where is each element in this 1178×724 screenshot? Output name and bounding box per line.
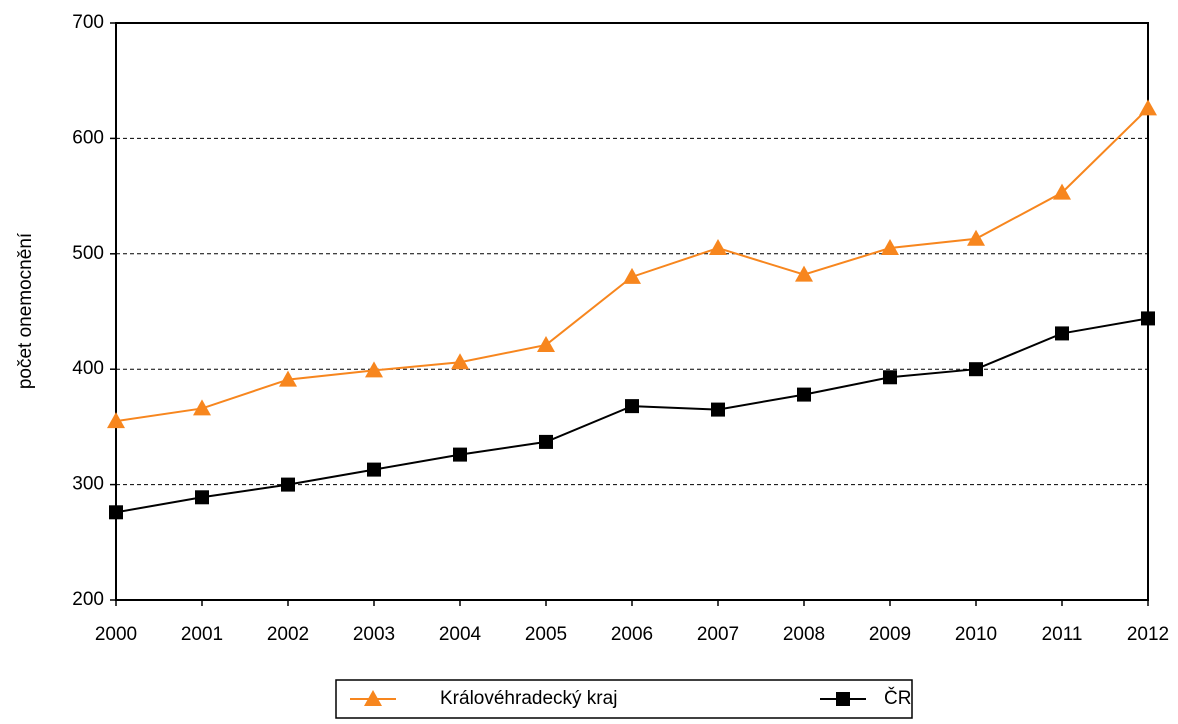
point <box>623 267 641 284</box>
y-tick-label: 200 <box>72 589 104 610</box>
point <box>1055 326 1069 341</box>
legend-label: Královéhradecký kraj <box>440 688 617 709</box>
legend-label: ČR <box>884 687 911 709</box>
point <box>195 490 209 505</box>
legend-marker <box>836 692 850 706</box>
x-tick-label: 2000 <box>95 624 137 645</box>
x-tick-label: 2004 <box>439 624 482 645</box>
point <box>795 265 813 282</box>
x-tick-label: 2008 <box>783 624 825 645</box>
point <box>451 353 469 370</box>
plot-frame <box>115 22 1149 601</box>
point <box>193 399 211 416</box>
legend-box <box>335 679 913 719</box>
legend-marker <box>364 690 382 706</box>
point <box>967 229 985 246</box>
point <box>281 477 295 492</box>
x-tick-label: 2005 <box>525 624 567 645</box>
x-tick-label: 2009 <box>869 624 911 645</box>
point <box>539 434 553 449</box>
point <box>279 370 297 387</box>
point <box>367 462 381 477</box>
x-tick-label: 2003 <box>353 624 395 645</box>
point <box>537 335 555 352</box>
point <box>109 505 123 520</box>
point <box>883 370 897 385</box>
point <box>881 239 899 256</box>
point <box>453 447 467 462</box>
series-line <box>115 317 1149 514</box>
y-tick-label: 400 <box>72 358 104 379</box>
x-tick-label: 2002 <box>267 624 309 645</box>
x-tick-label: 2010 <box>955 624 997 645</box>
point <box>709 239 727 256</box>
x-tick-label: 2012 <box>1127 624 1169 645</box>
series-line <box>115 107 1149 423</box>
point <box>365 361 383 378</box>
x-tick-label: 2001 <box>181 624 223 645</box>
y-axis-label: počet onemocnění <box>15 232 36 389</box>
point <box>797 387 811 402</box>
y-tick-label: 700 <box>72 12 104 33</box>
point <box>1139 99 1157 116</box>
x-tick-label: 2007 <box>697 624 739 645</box>
x-tick-label: 2006 <box>611 624 653 645</box>
point <box>711 402 725 417</box>
y-tick-label: 600 <box>72 127 104 148</box>
point <box>625 399 639 414</box>
y-tick-label: 500 <box>72 243 104 264</box>
point <box>1053 183 1071 200</box>
y-tick-label: 300 <box>72 474 104 495</box>
point <box>1141 311 1155 326</box>
point <box>969 362 983 377</box>
x-tick-label: 2011 <box>1042 624 1083 645</box>
point <box>107 412 125 429</box>
